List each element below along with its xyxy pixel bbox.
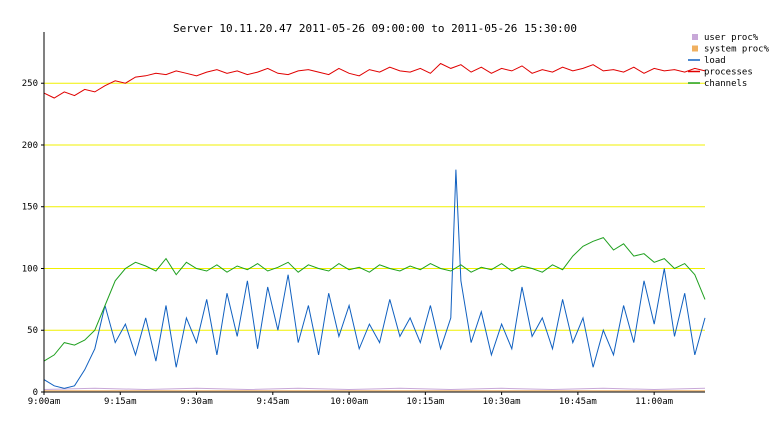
- series-group: [43, 62, 706, 392]
- y-tick-label: 250: [22, 79, 38, 89]
- legend-label-channels: channels: [704, 79, 747, 89]
- legend-label-processes: processes: [704, 68, 753, 78]
- legend-label-user-proc: user proc%: [704, 33, 759, 43]
- x-tick-label: 10:00am: [330, 397, 368, 407]
- legend-label-system-proc: system proc%: [704, 45, 769, 55]
- legend-swatch-user-proc: [692, 34, 698, 40]
- series-line-user-proc: [43, 387, 706, 391]
- series-line-load: [43, 169, 706, 389]
- x-tick-label: 9:15am: [104, 397, 137, 407]
- x-tick-label: 9:00am: [28, 397, 61, 407]
- y-tick-label: 150: [22, 203, 38, 213]
- legend: user proc% system proc%load processeschann…: [688, 33, 769, 89]
- x-tick-label: 10:30am: [483, 397, 521, 407]
- y-tick-label: 0: [33, 388, 38, 398]
- y-tick-label: 200: [22, 141, 38, 151]
- grid: [44, 82, 705, 331]
- y-tick-label: 50: [27, 326, 38, 336]
- legend-label-load: load: [704, 56, 726, 66]
- x-tick-label: 9:45am: [257, 397, 290, 407]
- legend-swatch-system-proc: [692, 45, 698, 52]
- y-tick-label: 100: [22, 264, 38, 274]
- x-tick-label: 11:00am: [635, 397, 673, 407]
- series-line-channels: [43, 237, 706, 362]
- series-line-processes: [43, 62, 706, 99]
- axes: 0 50 100 150 200 250 9:00am 9:15am 9:30am 9:45am 1…: [22, 32, 705, 407]
- x-tick-label: 10:45am: [559, 397, 597, 407]
- chart-title: Server 10.11.20.47 2011-05-26 09:00:00 t…: [173, 22, 577, 35]
- x-tick-label: 10:15am: [406, 397, 444, 407]
- x-tick-label: 9:30am: [180, 397, 213, 407]
